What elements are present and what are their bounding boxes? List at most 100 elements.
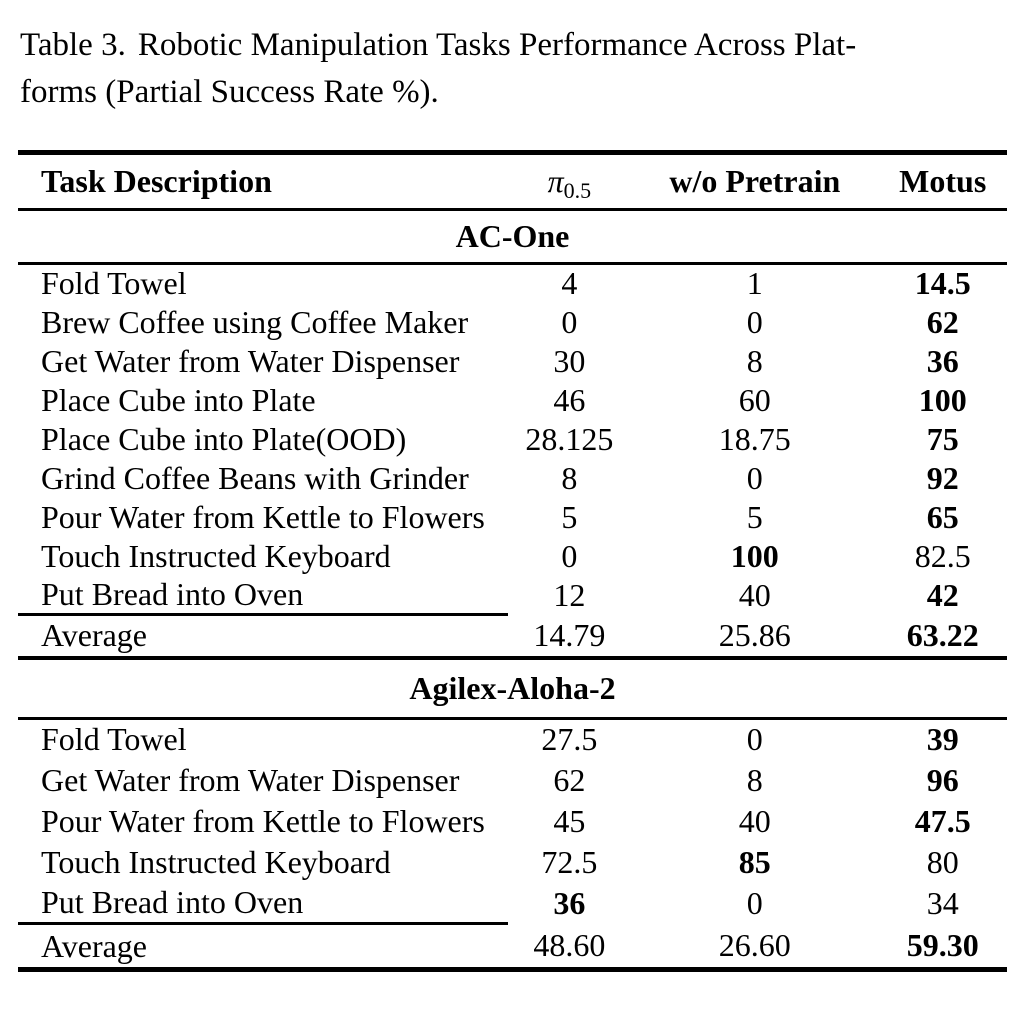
column-header-motus: Motus — [899, 163, 987, 199]
average-row: Average 48.60 26.60 59.30 — [18, 922, 1007, 970]
header-row: Task Description π0.5 w/o Pretrain Motus — [18, 152, 1007, 210]
motus-cell: 80 — [926, 843, 959, 880]
pi-symbol: π — [547, 163, 564, 199]
section-title-ac-one: AC-One — [455, 218, 570, 254]
pi05-cell: 27.5 — [541, 721, 598, 758]
column-header-wo-pretrain: w/o Pretrain — [669, 163, 841, 199]
pi05-cell: 28.125 — [525, 420, 614, 457]
wo-pretrain-cell: 0 — [746, 459, 763, 496]
wo-pretrain-cell: 0 — [746, 303, 763, 340]
wo-pretrain-cell: 8 — [746, 761, 763, 798]
caption-line-2: forms (Partial Success Rate %). — [20, 74, 439, 110]
motus-cell: 39 — [926, 721, 959, 758]
average-row: Average 14.79 25.86 63.22 — [18, 613, 1007, 658]
section-header-row: Agilex-Aloha-2 — [18, 658, 1007, 719]
task-cell: Get Water from Water Dispenser — [41, 342, 460, 379]
motus-cell: 42 — [926, 576, 959, 613]
table-row: Place Cube into Plate 46 60 100 — [18, 381, 1007, 420]
pi05-cell: 62 — [553, 761, 586, 798]
motus-cell: 96 — [926, 761, 959, 798]
wo-pretrain-cell: 5 — [746, 498, 763, 535]
pi05-cell: 8 — [561, 459, 578, 496]
column-header-pi05: π0.5 — [508, 153, 632, 210]
motus-cell: 82.5 — [914, 537, 971, 574]
task-cell: Get Water from Water Dispenser — [41, 761, 460, 798]
table-row: Fold Towel 27.5 0 39 — [18, 719, 1007, 760]
motus-cell: 36 — [926, 342, 959, 379]
pi05-cell: 0 — [561, 537, 578, 574]
wo-pretrain-cell: 0 — [746, 884, 763, 921]
table-row: Put Bread into Oven 12 40 42 — [18, 576, 1007, 615]
wo-pretrain-cell: 60 — [738, 381, 771, 418]
pi-subscript: 0.5 — [563, 178, 592, 203]
table-row: Pour Water from Kettle to Flowers 45 40 … — [18, 801, 1007, 842]
motus-average: 63.22 — [906, 616, 979, 653]
section-header-row: AC-One — [18, 210, 1007, 264]
motus-cell: 100 — [918, 381, 967, 418]
wo-pretrain-average: 26.60 — [718, 926, 791, 963]
table-caption: Table 3. Robotic Manipulation Tasks Perfo… — [20, 22, 1010, 116]
average-label: Average — [18, 613, 508, 658]
task-cell: Brew Coffee using Coffee Maker — [41, 303, 469, 340]
task-cell: Grind Coffee Beans with Grinder — [41, 459, 469, 496]
task-cell: Touch Instructed Keyboard — [41, 843, 391, 880]
motus-cell: 34 — [926, 884, 959, 921]
wo-pretrain-cell: 1 — [746, 265, 763, 302]
pi05-cell: 45 — [553, 802, 586, 839]
pi05-cell: 36 — [553, 884, 586, 921]
task-cell: Place Cube into Plate(OOD) — [41, 420, 407, 457]
wo-pretrain-cell: 40 — [738, 802, 771, 839]
table-number-label: Table 3. — [20, 27, 126, 63]
caption-title-part1: Robotic Manipulation Tasks Performance A… — [137, 27, 857, 63]
task-cell: Touch Instructed Keyboard — [41, 537, 391, 574]
table-row: Get Water from Water Dispenser 30 8 36 — [18, 342, 1007, 381]
pi05-cell: 4 — [561, 265, 578, 302]
motus-cell: 14.5 — [914, 265, 971, 302]
table-row: Get Water from Water Dispenser 62 8 96 — [18, 760, 1007, 801]
task-cell: Put Bread into Oven — [41, 883, 304, 920]
table-row: Touch Instructed Keyboard 0 100 82.5 — [18, 537, 1007, 576]
pi05-average: 14.79 — [533, 616, 606, 653]
motus-cell: 92 — [926, 459, 959, 496]
wo-pretrain-cell: 18.75 — [718, 420, 791, 457]
table-header: Task Description π0.5 w/o Pretrain Motus — [18, 152, 1007, 210]
table-row: Place Cube into Plate(OOD) 28.125 18.75 … — [18, 420, 1007, 459]
pi05-cell: 5 — [561, 498, 578, 535]
section-ac-one: AC-One Fold Towel 4 1 14.5 Brew Coffee u… — [18, 210, 1007, 658]
motus-cell: 47.5 — [914, 802, 971, 839]
table-row: Brew Coffee using Coffee Maker 0 0 62 — [18, 303, 1007, 342]
motus-cell: 62 — [926, 303, 959, 340]
task-cell: Put Bread into Oven — [41, 575, 304, 612]
wo-pretrain-cell: 85 — [738, 843, 771, 880]
pi05-cell: 72.5 — [541, 843, 598, 880]
wo-pretrain-average: 25.86 — [718, 616, 791, 653]
motus-cell: 75 — [926, 420, 959, 457]
pi05-cell: 0 — [561, 303, 578, 340]
column-header-task: Task Description — [41, 163, 272, 199]
results-table: Task Description π0.5 w/o Pretrain Motus… — [18, 150, 1007, 972]
table-row: Pour Water from Kettle to Flowers 5 5 65 — [18, 498, 1007, 537]
table-row: Touch Instructed Keyboard 72.5 85 80 — [18, 842, 1007, 883]
task-cell: Fold Towel — [41, 265, 187, 302]
pi05-cell: 12 — [553, 576, 586, 613]
pi05-cell: 30 — [553, 342, 586, 379]
section-agilex-aloha-2: Agilex-Aloha-2 Fold Towel 27.5 0 39 Get … — [18, 658, 1007, 970]
table-row: Put Bread into Oven 36 0 34 — [18, 883, 1007, 924]
section-title-agilex-aloha-2: Agilex-Aloha-2 — [409, 669, 616, 706]
average-label: Average — [18, 922, 508, 970]
table-row: Grind Coffee Beans with Grinder 8 0 92 — [18, 459, 1007, 498]
task-cell: Fold Towel — [41, 721, 187, 758]
motus-cell: 65 — [926, 498, 959, 535]
task-cell: Pour Water from Kettle to Flowers — [41, 498, 485, 535]
task-cell: Place Cube into Plate — [41, 381, 316, 418]
pi05-average: 48.60 — [533, 926, 606, 963]
caption-line-1: Table 3. Robotic Manipulation Tasks Perfo… — [20, 22, 1010, 69]
motus-average: 59.30 — [906, 926, 979, 963]
paper-table-figure: Table 3. Robotic Manipulation Tasks Perfo… — [0, 22, 1024, 1030]
task-cell: Pour Water from Kettle to Flowers — [41, 802, 485, 839]
wo-pretrain-cell: 8 — [746, 342, 763, 379]
pi05-cell: 46 — [553, 381, 586, 418]
wo-pretrain-cell: 40 — [738, 576, 771, 613]
wo-pretrain-cell: 0 — [746, 721, 763, 758]
table-row: Fold Towel 4 1 14.5 — [18, 264, 1007, 303]
